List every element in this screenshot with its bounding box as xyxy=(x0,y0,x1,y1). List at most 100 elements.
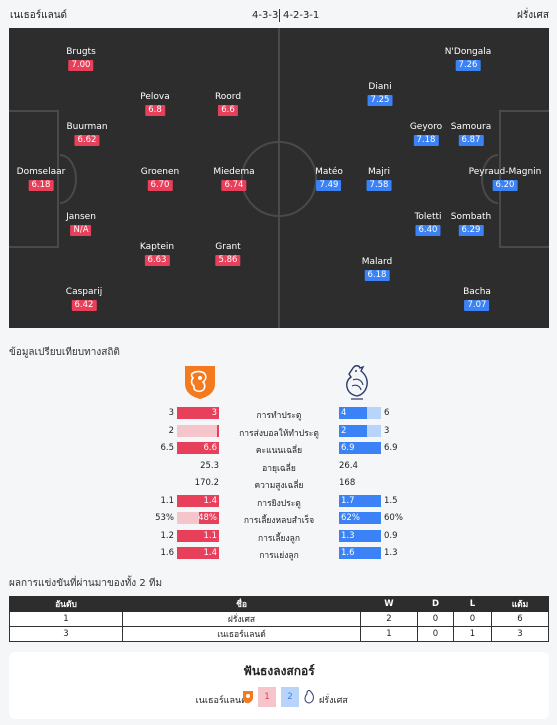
cell-name: ฝรั่งเศส xyxy=(122,611,361,627)
vote-away-button[interactable]: 2 xyxy=(281,687,299,707)
home-player[interactable]: Buurman 6.62 xyxy=(66,122,108,146)
netherlands-crest-small-icon xyxy=(243,691,253,704)
player-name: Roord xyxy=(214,92,242,102)
player-name: Pelova xyxy=(140,92,170,102)
away-player[interactable]: Bacha 7.07 xyxy=(463,287,491,311)
stat-label: การยิงประตู xyxy=(257,499,301,509)
pitch-lineup: Brugts 7.00 Pelova 6.8 Roord 6.6 Buurman 6.62 Do… xyxy=(9,28,549,328)
away-player[interactable]: Geyoro 7.18 xyxy=(410,122,442,146)
stat-label: การเลี้ยงลูก xyxy=(257,534,301,544)
home-stat-total: 53% xyxy=(155,513,174,523)
table-row[interactable]: 3 เนเธอร์แลนด์ 1 0 1 3 xyxy=(9,626,549,642)
player-name: Casparij xyxy=(65,287,103,297)
home-player[interactable]: Roord 6.6 xyxy=(215,92,241,116)
vote-home-button[interactable]: 1 xyxy=(258,687,276,707)
away-player[interactable]: Majri 7.58 xyxy=(366,167,392,191)
home-stat-bar-value: 1.1 xyxy=(203,531,217,541)
home-stat-total: 1.1 xyxy=(160,496,174,506)
away-stat-bar: 1.7 xyxy=(339,495,381,507)
player-name: Miedema xyxy=(213,167,255,177)
home-player[interactable]: Brugts 7.00 xyxy=(66,47,96,71)
player-rating-badge: 6.62 xyxy=(74,135,100,146)
away-stat-bar: 1.6 xyxy=(339,547,381,559)
cell-w: 2 xyxy=(360,611,418,627)
stat-label: การส่งบอลให้ทำประตู xyxy=(239,429,319,439)
away-stat-bar-value: 1.7 xyxy=(341,496,355,506)
player-rating-badge: 7.26 xyxy=(455,60,481,71)
table-row[interactable]: 1 ฝรั่งเศส 2 0 0 6 xyxy=(9,611,549,627)
home-stat-bar: 3 xyxy=(177,407,219,419)
away-stat-total: 6.9 xyxy=(384,443,398,453)
player-name: Malard xyxy=(361,257,393,267)
home-player[interactable]: Groenen 6.70 xyxy=(141,167,179,191)
cell-rank: 3 xyxy=(9,626,123,642)
away-team-name: ฝรั่งเศส xyxy=(517,10,549,21)
player-rating-badge: 7.58 xyxy=(366,180,392,191)
player-name: Groenen xyxy=(140,167,180,177)
player-rating-badge: 6.40 xyxy=(415,225,441,236)
player-rating-badge: 6.74 xyxy=(221,180,247,191)
stat-label: ความสูงเฉลี่ย xyxy=(254,481,304,491)
results-section-title: ผลการแข่งขันที่ผ่านมาของทั้ง 2 ทีม xyxy=(9,578,163,589)
home-player[interactable]: Miedema 6.74 xyxy=(213,167,255,191)
col-points: แต้ม xyxy=(491,596,549,612)
home-stat-bar-value: 6.6 xyxy=(203,443,217,453)
away-player[interactable]: Sombath 6.29 xyxy=(451,212,491,236)
col-l: L xyxy=(453,596,492,612)
cell-name: เนเธอร์แลนด์ xyxy=(122,626,361,642)
stat-label: การแย่งลูก xyxy=(259,551,299,561)
player-name: Matéo xyxy=(315,167,343,177)
center-circle xyxy=(241,141,317,217)
player-rating-badge: 7.18 xyxy=(413,135,439,146)
player-name: Kaptein xyxy=(139,242,175,252)
home-player[interactable]: Grant 5.86 xyxy=(215,242,241,266)
player-rating-badge: 6.29 xyxy=(458,225,484,236)
player-rating-badge: 7.49 xyxy=(316,180,342,191)
prediction-title: ฟันธงลงสกอร์ xyxy=(243,664,315,678)
home-stat-bar: 1.1 xyxy=(177,530,219,542)
cell-d: 0 xyxy=(417,611,454,627)
stats-section-title: ข้อมูลเปรียบเทียบทางสถิติ xyxy=(9,347,120,358)
home-player[interactable]: Pelova 6.8 xyxy=(140,92,170,116)
home-player[interactable]: Casparij 6.42 xyxy=(66,287,102,311)
away-player[interactable]: Matéo 7.49 xyxy=(315,167,343,191)
stat-row: 2 การส่งบอลให้ทำประตู 2 3 xyxy=(0,424,557,439)
stat-row: 3 3 การทำประตู 4 6 xyxy=(0,406,557,421)
away-penalty-box xyxy=(499,110,549,248)
player-name: Sombath xyxy=(450,212,492,222)
away-player[interactable]: Malard 6.18 xyxy=(361,257,393,281)
away-player[interactable]: Samoura 6.87 xyxy=(451,122,491,146)
home-stat-total: 2 xyxy=(168,426,174,436)
player-name: Toletti xyxy=(414,212,442,222)
player-rating-badge: 7.25 xyxy=(367,95,393,106)
away-player[interactable]: Toletti 6.40 xyxy=(414,212,442,236)
away-player[interactable]: Peyraud-Magnin 6.20 xyxy=(469,167,541,191)
away-player[interactable]: Diani 7.25 xyxy=(367,82,393,106)
away-stat-bar-value: 1.3 xyxy=(341,531,355,541)
player-name: Samoura xyxy=(450,122,492,132)
home-stat-total: 1.6 xyxy=(160,548,174,558)
home-stat-total: 3 xyxy=(168,408,174,418)
home-stat-bar xyxy=(177,425,219,437)
player-name: N'Dongala xyxy=(444,47,492,57)
home-player[interactable]: Kaptein 6.63 xyxy=(140,242,174,266)
stat-row: 1.2 1.1 การเลี้ยงลูก 1.3 0.9 xyxy=(0,529,557,544)
away-player[interactable]: N'Dongala 7.26 xyxy=(444,47,492,71)
col-d: D xyxy=(417,596,454,612)
stat-row: 170.2 ความสูงเฉลี่ย 168 xyxy=(0,476,557,491)
away-stat-bar: 2 xyxy=(339,425,381,437)
home-penalty-box xyxy=(9,110,59,248)
home-player[interactable]: Jansen N/A xyxy=(66,212,96,236)
stat-label: คะแนนเฉลี่ย xyxy=(255,446,303,456)
stat-row: 1.1 1.4 การยิงประตู 1.7 1.5 xyxy=(0,494,557,509)
away-stat-total: 60% xyxy=(384,513,403,523)
home-stat-bar: 1.4 xyxy=(177,547,219,559)
away-stat-bar-value: 2 xyxy=(341,426,347,436)
home-stat-bar: 1.4 xyxy=(177,495,219,507)
player-name: Geyoro xyxy=(409,122,443,132)
player-rating-badge: 7.00 xyxy=(68,60,94,71)
score-prediction-card: ฟันธงลงสกอร์ เนเธอร์แลนด์ 1 2 ฝรั่งเศส xyxy=(9,652,549,719)
home-stat-bar-value: 3 xyxy=(211,408,217,418)
home-player[interactable]: Domselaar 6.18 xyxy=(17,167,65,191)
player-rating-badge: N/A xyxy=(70,225,92,236)
